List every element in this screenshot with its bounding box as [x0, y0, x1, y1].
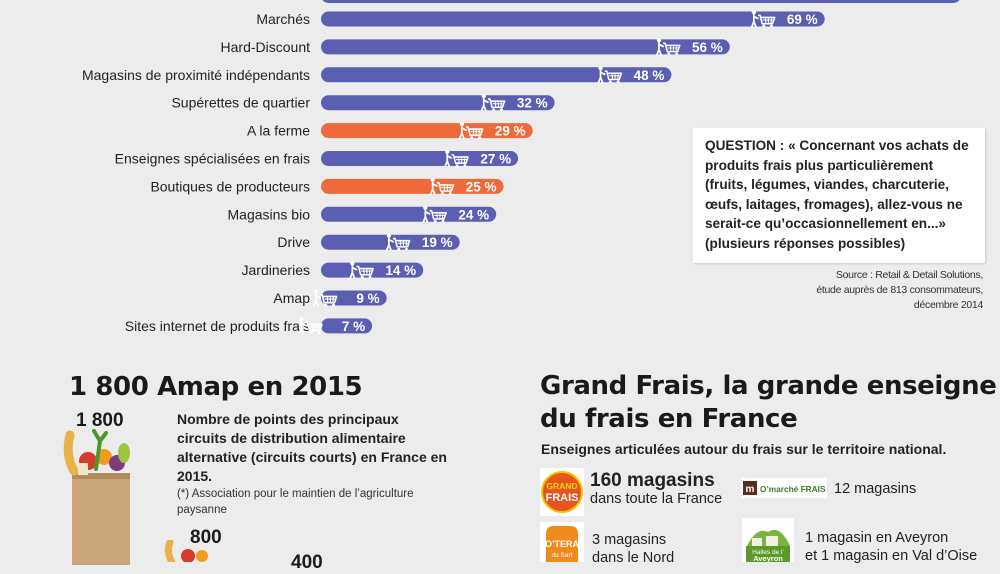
category-label-hard-discount: Hard-Discount: [221, 39, 311, 55]
source-line-1: Source : Retail & Detail Solutions,: [835, 269, 983, 281]
amap-value-400: 400: [291, 552, 323, 573]
source-line-2: étude auprès de 813 consommateurs,: [816, 284, 983, 296]
bar-top-partial: [322, 0, 960, 3]
bar-hard-discount: [321, 39, 730, 55]
value-label-jardineries: 14 %: [385, 263, 416, 278]
value-label-superettes-de-quartier: 32 %: [517, 96, 548, 111]
category-label-marches: Marchés: [256, 11, 310, 27]
value-label-hard-discount: 56 %: [692, 40, 723, 55]
grandfrais-section-title: Grand Frais, la grande enseigne du frais…: [540, 371, 997, 434]
bar-marches: [321, 11, 825, 27]
omarche-frais-count: 12 magasins: [834, 481, 917, 497]
otera-logo: O’TERA du Sart: [540, 522, 584, 562]
value-label-boutiques-de-producteurs: 25 %: [466, 179, 497, 194]
grandfrais-subtitle: Enseignes articulées autour du frais sur…: [541, 441, 947, 457]
value-label-sites-internet-de-produits-frais: 7 %: [342, 319, 365, 334]
grand-frais-logo-line1: GRAND: [546, 481, 577, 491]
halles-aveyron-line1: 1 magasin en Aveyron: [805, 530, 949, 546]
bar-chart: Marchés 69 % Hard-Discount 56 % Magasins de …: [82, 0, 960, 335]
halles-aveyron-logo-line1: Halles de l’: [752, 549, 784, 556]
source-note: Source : Retail & Detail Solutions, étud…: [740, 268, 983, 313]
omarche-frais-logo: m O’marché FRAIS: [741, 478, 827, 498]
bar-magasins-de-proximite-independants: [321, 67, 672, 83]
amap-description: Nombre de points des principaux circuits…: [177, 411, 447, 484]
category-label-a-la-ferme: A la ferme: [247, 123, 310, 139]
halles-aveyron-text: 1 magasin en Aveyron et 1 magasin en Val…: [805, 529, 977, 565]
value-label-a-la-ferme: 29 %: [495, 124, 526, 139]
value-label-magasins-bio: 24 %: [458, 207, 489, 222]
value-label-amap: 9 %: [356, 291, 379, 306]
category-label-amap: Amap: [273, 290, 310, 306]
bar-a-la-ferme: [321, 123, 533, 139]
category-label-jardineries: Jardineries: [242, 262, 310, 278]
omarche-frais-logo-text: O’marché FRAIS: [760, 484, 826, 494]
bar-superettes-de-quartier: [321, 95, 555, 111]
question-box: QUESTION : « Concernant vos achats de pr…: [693, 128, 985, 263]
category-label-magasins-bio: Magasins bio: [228, 206, 311, 222]
amap-value-1800: 1 800: [76, 410, 124, 431]
category-label-drive: Drive: [277, 234, 310, 250]
value-label-enseignes-specialisees-en-frais: 27 %: [480, 152, 511, 167]
bar-boutiques-de-producteurs: [321, 178, 504, 194]
halles-aveyron-logo-line2: Aveyron: [753, 554, 783, 562]
otera-logo-line1: O’TERA: [545, 539, 580, 549]
grand-frais-count: 160 magasins: [590, 470, 715, 491]
value-label-magasins-de-proximite-independants: 48 %: [634, 68, 665, 83]
svg-text:m: m: [746, 484, 755, 495]
grand-frais-logo: GRAND FRAIS: [540, 468, 584, 516]
category-label-boutiques-de-producteurs: Boutiques de producteurs: [150, 178, 310, 194]
category-label-magasins-de-proximite-independants: Magasins de proximité indépendants: [82, 67, 310, 83]
bar-amap: [321, 290, 387, 306]
value-label-marches: 69 %: [787, 12, 818, 27]
grocery-bag-large-illustration: [63, 429, 130, 565]
category-label-enseignes-specialisees-en-frais: Enseignes spécialisées en frais: [115, 151, 310, 167]
otera-count: 3 magasins: [592, 532, 667, 548]
grocery-bag-medium-illustration: [164, 540, 208, 562]
bar-sites-internet-de-produits-frais: [321, 318, 373, 334]
bar-enseignes-specialisees-en-frais: [321, 151, 519, 166]
amap-footnote: (*) Association pour le maintien de l’ag…: [177, 488, 414, 516]
category-label-superettes-de-quartier: Supérettes de quartier: [171, 95, 310, 111]
grand-frais-scope: dans toute la France: [590, 491, 723, 507]
otera-scope: dans le Nord: [592, 550, 675, 566]
category-label-sites-internet-de-produits-frais: Sites internet de produits frais: [125, 318, 310, 334]
grand-frais-logo-line2: FRAIS: [546, 492, 579, 504]
bar-magasins-bio: [321, 206, 497, 222]
halles-aveyron-logo: Halles de l’ Aveyron: [742, 518, 794, 562]
halles-aveyron-line2: et 1 magasin en Val d’Oise: [805, 548, 978, 564]
grand-frais-text: 160 magasins dans toute la France: [590, 470, 723, 508]
amap-section-title: 1 800 Amap en 2015: [69, 372, 363, 402]
amap-value-800: 800: [190, 527, 222, 548]
source-line-3: décembre 2014: [913, 299, 983, 311]
value-label-drive: 19 %: [422, 235, 453, 250]
bar-drive: [321, 234, 460, 250]
otera-logo-line2: du Sart: [552, 552, 573, 559]
